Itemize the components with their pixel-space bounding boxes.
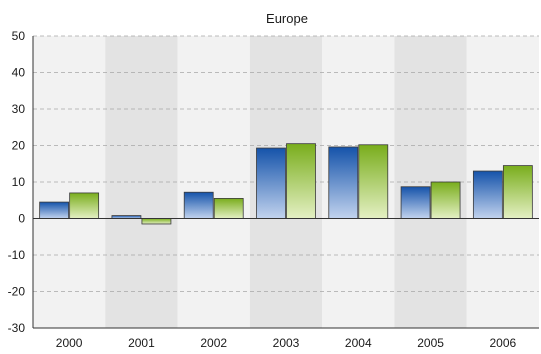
bar-series1-2003	[256, 147, 286, 219]
bar-series1-2002	[183, 191, 214, 219]
bar-series2-2005	[430, 181, 461, 219]
axes	[32, 36, 539, 329]
bar-series1-2006	[472, 170, 503, 219]
y-tick-label: 10	[12, 175, 26, 189]
x-tick-labels: 2000 2001 2002 2003 2004 2005 2006	[56, 336, 517, 350]
y-tick-label: -10	[8, 248, 26, 262]
y-tick-label: -20	[8, 285, 26, 299]
y-tick-label: 20	[12, 139, 26, 153]
grid-lines	[33, 35, 539, 292]
bar-series2-2006	[502, 165, 533, 219]
x-tick-label: 2002	[200, 336, 227, 350]
bar-series2-2003	[286, 143, 316, 219]
x-tick-label: 2006	[490, 336, 517, 350]
bar-series2-2000	[69, 192, 100, 219]
y-tick-labels: -30 -20 -10 0 10 20 30 40 50	[8, 29, 26, 335]
bar-series1-2005	[400, 186, 431, 219]
chart-title: Europe	[266, 11, 308, 26]
x-tick-label: 2000	[56, 336, 83, 350]
bar-series1-2004	[328, 146, 359, 219]
bar-series2-2004	[358, 144, 389, 219]
y-tick-label: 0	[18, 212, 25, 226]
y-tick-label: 50	[12, 29, 26, 43]
y-tick-label: -30	[8, 321, 26, 335]
bar-series2-2002	[213, 198, 244, 219]
bar-series1-2000	[39, 201, 70, 219]
x-tick-label: 2001	[128, 336, 155, 350]
x-tick-label: 2004	[345, 336, 372, 350]
x-tick-label: 2003	[273, 336, 300, 350]
bar-series2-2001	[141, 218, 172, 225]
y-tick-label: 30	[12, 102, 26, 116]
x-tick-label: 2005	[417, 336, 444, 350]
bars	[39, 143, 533, 225]
y-tick-label: 40	[12, 66, 26, 80]
